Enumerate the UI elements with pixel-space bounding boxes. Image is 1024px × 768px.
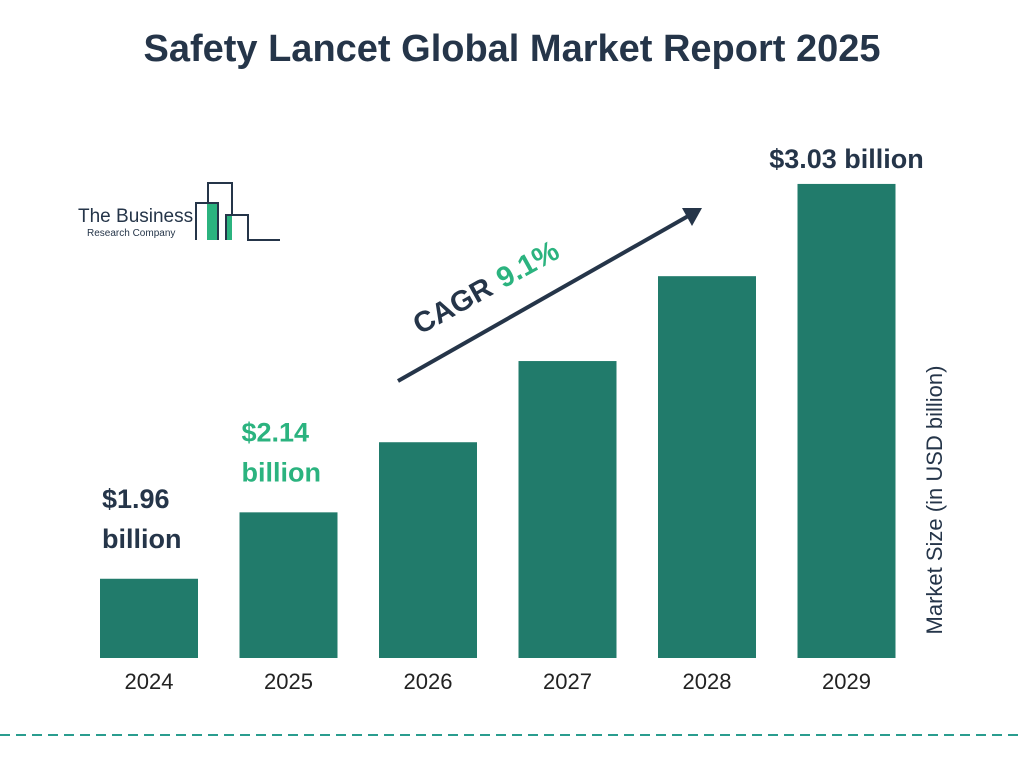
chart-title: Safety Lancet Global Market Report 2025 — [143, 28, 881, 70]
bar-2027 — [518, 361, 617, 658]
x-tick-2025: 2025 — [264, 669, 313, 694]
logo-line1: The Business — [78, 206, 193, 227]
bar-2028 — [658, 276, 756, 658]
cagr-value: 9.1% — [491, 235, 565, 295]
logo-building-outline — [195, 182, 280, 241]
logo-bar-2 — [226, 215, 232, 240]
x-tick-2026: 2026 — [404, 669, 453, 694]
x-tick-2029: 2029 — [822, 669, 871, 694]
data-label-2024-value: $1.96 — [102, 484, 170, 514]
data-label-2024-unit: billion — [102, 524, 181, 554]
x-tick-2028: 2028 — [683, 669, 732, 694]
data-label-2029: $3.03 billion — [769, 144, 924, 174]
logo-bar-1 — [207, 203, 218, 240]
cagr-arrow-head — [682, 208, 702, 226]
bar-2026 — [379, 442, 477, 658]
y-axis-label: Market Size (in USD billion) — [922, 366, 947, 635]
x-tick-2024: 2024 — [125, 669, 174, 694]
bar-2025 — [239, 512, 338, 658]
cagr-arrow-line — [397, 213, 691, 383]
cagr-label: CAGR9.1% — [408, 235, 565, 341]
bar-2024 — [100, 578, 198, 658]
bar-2029 — [797, 183, 896, 658]
logo-line2: Research Company — [87, 228, 175, 239]
x-tick-2027: 2027 — [543, 669, 592, 694]
data-label-2025-value: $2.14 — [242, 417, 310, 447]
company-logo: The Business Research Company — [78, 182, 280, 241]
cagr-annotation: CAGR9.1% — [397, 208, 702, 383]
data-label-2025-unit: billion — [242, 457, 321, 487]
